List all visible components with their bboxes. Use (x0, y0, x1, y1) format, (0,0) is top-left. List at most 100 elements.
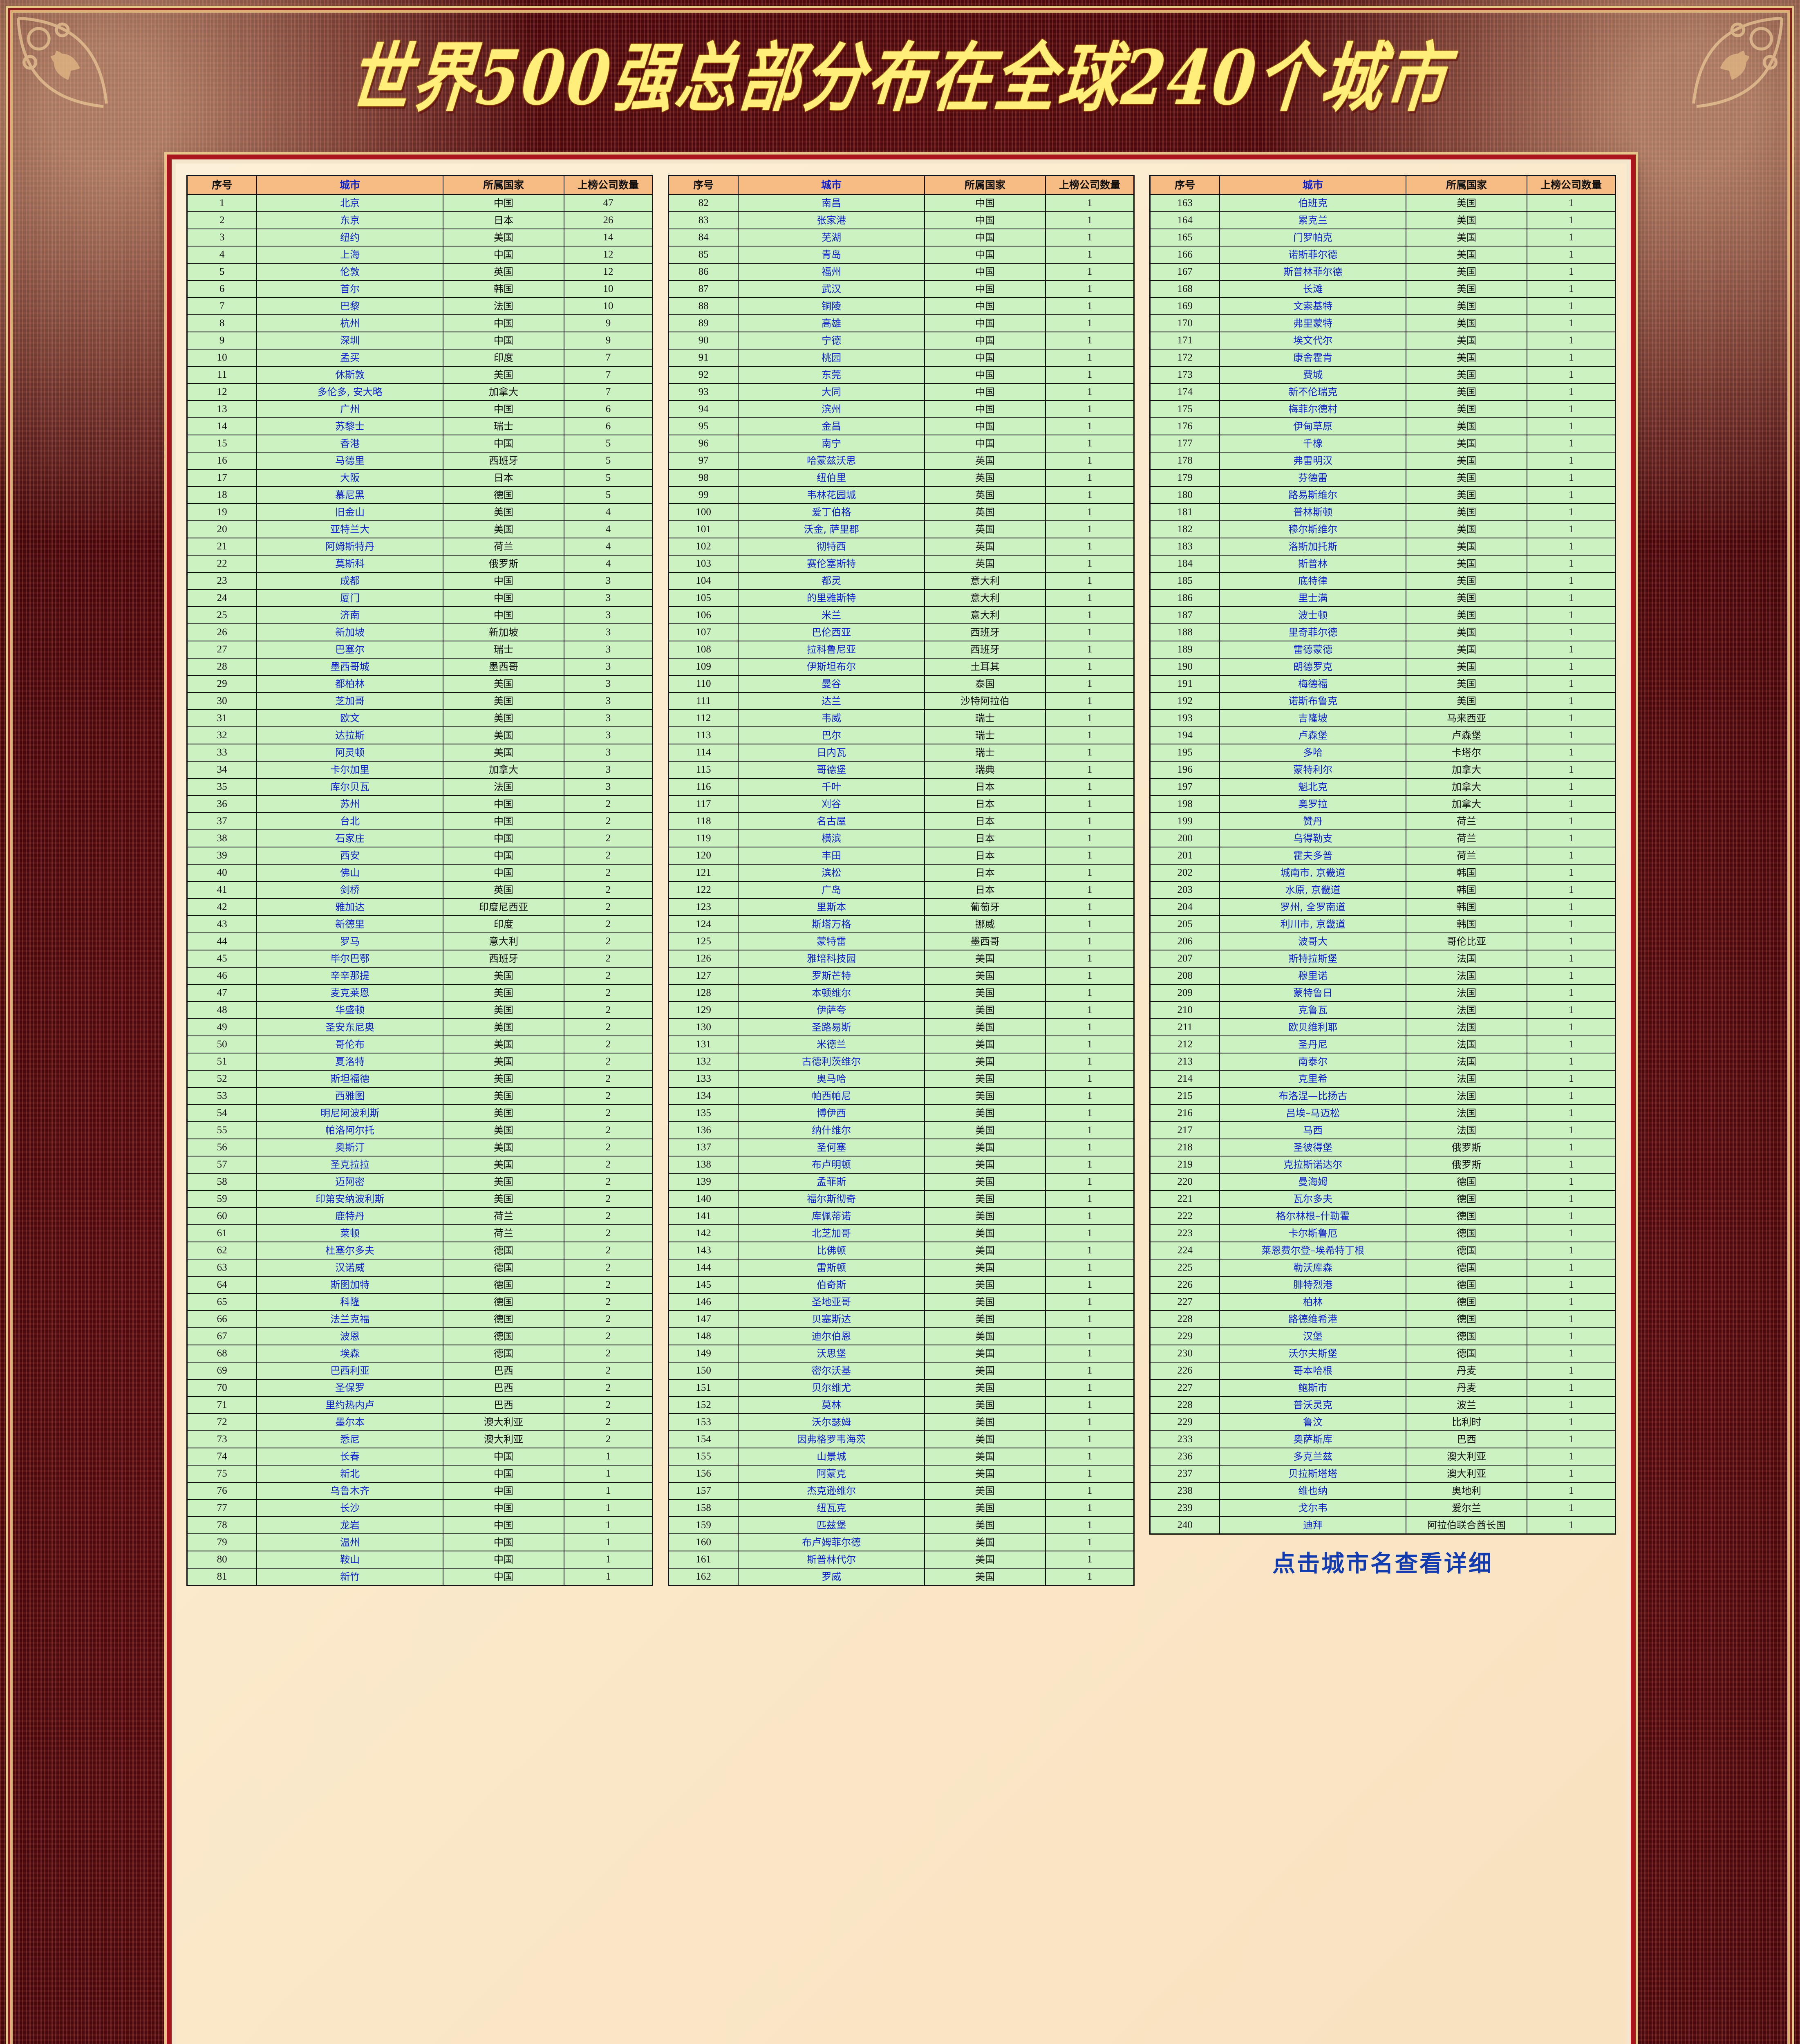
table-row[interactable]: 57 圣克拉拉 美国 2 (186, 1156, 653, 1174)
table-row[interactable]: 111 达兰 沙特阿拉伯 1 (668, 692, 1135, 710)
cell-city[interactable]: 福州 (738, 263, 925, 281)
table-row[interactable]: 168 长滩 美国 1 (1149, 280, 1616, 298)
table-row[interactable]: 115 哥德堡 瑞典 1 (668, 761, 1135, 779)
table-row[interactable]: 17 大阪 日本 5 (186, 469, 653, 487)
cell-city[interactable]: 蒙特利尔 (1219, 761, 1406, 779)
table-row[interactable]: 76 乌鲁木齐 中国 1 (186, 1482, 653, 1500)
cell-city[interactable]: 斯图加特 (256, 1276, 443, 1294)
table-row[interactable]: 225 勒沃库森 德国 1 (1149, 1259, 1616, 1277)
table-row[interactable]: 96 南宁 中国 1 (668, 435, 1135, 453)
table-row[interactable]: 44 罗马 意大利 2 (186, 932, 653, 951)
cell-city[interactable]: 孟菲斯 (738, 1173, 925, 1191)
table-row[interactable]: 6 首尔 韩国 10 (186, 280, 653, 298)
cell-city[interactable]: 大同 (738, 383, 925, 401)
table-row[interactable]: 62 杜塞尔多夫 德国 2 (186, 1242, 653, 1260)
cell-city[interactable]: 张家港 (738, 211, 925, 230)
table-row[interactable]: 176 伊甸草原 美国 1 (1149, 417, 1616, 436)
cell-city[interactable]: 吉隆坡 (1219, 709, 1406, 728)
table-row[interactable]: 211 欧贝维利耶 法国 1 (1149, 1018, 1616, 1037)
cell-city[interactable]: 纽约 (256, 229, 443, 247)
table-row[interactable]: 55 帕洛阿尔托 美国 2 (186, 1121, 653, 1140)
cell-city[interactable]: 阿蒙克 (738, 1465, 925, 1483)
table-row[interactable]: 21 阿姆斯特丹 荷兰 4 (186, 538, 653, 556)
cell-city[interactable]: 卡尔加里 (256, 761, 443, 779)
cell-city[interactable]: 毕尔巴鄂 (256, 950, 443, 968)
table-row[interactable]: 169 文索基特 美国 1 (1149, 297, 1616, 316)
cell-city[interactable]: 斯普林代尔 (738, 1551, 925, 1569)
cell-city[interactable]: 文索基特 (1219, 297, 1406, 316)
table-row[interactable]: 144 雷斯顿 美国 1 (668, 1259, 1135, 1277)
table-row[interactable]: 177 千橡 美国 1 (1149, 435, 1616, 453)
cell-city[interactable]: 长滩 (1219, 280, 1406, 298)
table-row[interactable]: 13 广州 中国 6 (186, 400, 653, 419)
table-row[interactable]: 104 都灵 意大利 1 (668, 572, 1135, 590)
table-row[interactable]: 230 沃尔夫斯堡 德国 1 (1149, 1345, 1616, 1363)
cell-city[interactable]: 罗州, 全罗南道 (1219, 898, 1406, 917)
cell-city[interactable]: 成都 (256, 572, 443, 590)
table-row[interactable]: 163 伯班克 美国 1 (1149, 194, 1616, 213)
cell-city[interactable]: 的里雅斯特 (738, 589, 925, 607)
cell-city[interactable]: 波恩 (256, 1327, 443, 1346)
cell-city[interactable]: 曼海姆 (1219, 1173, 1406, 1191)
cell-city[interactable]: 阿姆斯特丹 (256, 538, 443, 556)
cell-city[interactable]: 苏州 (256, 795, 443, 814)
table-row[interactable]: 226 哥本哈根 丹麦 1 (1149, 1362, 1616, 1380)
table-row[interactable]: 49 圣安东尼奥 美国 2 (186, 1018, 653, 1037)
cell-city[interactable]: 马德里 (256, 452, 443, 470)
cell-city[interactable]: 里士满 (1219, 589, 1406, 607)
cell-city[interactable]: 欧贝维利耶 (1219, 1018, 1406, 1037)
cell-city[interactable]: 克鲁瓦 (1219, 1001, 1406, 1020)
table-row[interactable]: 126 雅培科技园 美国 1 (668, 950, 1135, 968)
cell-city[interactable]: 沃思堡 (738, 1345, 925, 1363)
cell-city[interactable]: 蒙特雷 (738, 932, 925, 951)
table-row[interactable]: 228 普沃灵克 波兰 1 (1149, 1396, 1616, 1414)
cell-city[interactable]: 米兰 (738, 606, 925, 625)
table-row[interactable]: 80 鞍山 中国 1 (186, 1551, 653, 1569)
cell-city[interactable]: 洛斯加托斯 (1219, 538, 1406, 556)
table-row[interactable]: 216 吕埃–马迈松 法国 1 (1149, 1104, 1616, 1123)
table-row[interactable]: 171 埃文代尔 美国 1 (1149, 332, 1616, 350)
cell-city[interactable]: 达兰 (738, 692, 925, 710)
cell-city[interactable]: 墨西哥城 (256, 658, 443, 676)
table-row[interactable]: 123 里斯本 葡萄牙 1 (668, 898, 1135, 917)
table-row[interactable]: 202 城南市, 京畿道 韩国 1 (1149, 864, 1616, 882)
table-row[interactable]: 75 新北 中国 1 (186, 1465, 653, 1483)
table-row[interactable]: 74 长春 中国 1 (186, 1448, 653, 1466)
table-row[interactable]: 130 圣路易斯 美国 1 (668, 1018, 1135, 1037)
table-row[interactable]: 11 休斯敦 美国 7 (186, 366, 653, 384)
cell-city[interactable]: 都灵 (738, 572, 925, 590)
table-row[interactable]: 22 莫斯科 俄罗斯 4 (186, 555, 653, 573)
cell-city[interactable]: 哥德堡 (738, 761, 925, 779)
table-row[interactable]: 107 巴伦西亚 西班牙 1 (668, 623, 1135, 642)
cell-city[interactable]: 厦门 (256, 589, 443, 607)
table-row[interactable]: 68 埃森 德国 2 (186, 1345, 653, 1363)
table-row[interactable]: 120 丰田 日本 1 (668, 847, 1135, 865)
cell-city[interactable]: 科隆 (256, 1293, 443, 1311)
cell-city[interactable]: 新德里 (256, 915, 443, 934)
table-row[interactable]: 99 韦林花园城 英国 1 (668, 486, 1135, 504)
cell-city[interactable]: 卢森堡 (1219, 726, 1406, 745)
cell-city[interactable]: 斯塔万格 (738, 915, 925, 934)
table-row[interactable]: 162 罗威 美国 1 (668, 1568, 1135, 1586)
table-row[interactable]: 122 广岛 日本 1 (668, 881, 1135, 899)
cell-city[interactable]: 纳什维尔 (738, 1121, 925, 1140)
cell-city[interactable]: 穆尔斯维尔 (1219, 520, 1406, 539)
table-row[interactable]: 19 旧金山 美国 4 (186, 503, 653, 522)
cell-city[interactable]: 莫斯科 (256, 555, 443, 573)
table-row[interactable]: 92 东莞 中国 1 (668, 366, 1135, 384)
cell-city[interactable]: 费城 (1219, 366, 1406, 384)
cell-city[interactable]: 梅德福 (1219, 675, 1406, 693)
cell-city[interactable]: 芝加哥 (256, 692, 443, 710)
table-row[interactable]: 196 蒙特利尔 加拿大 1 (1149, 761, 1616, 779)
cell-city[interactable]: 雷斯顿 (738, 1259, 925, 1277)
cell-city[interactable]: 慕尼黑 (256, 486, 443, 504)
cell-city[interactable]: 霍夫多普 (1219, 847, 1406, 865)
table-row[interactable]: 1 北京 中国 47 (186, 194, 653, 213)
cell-city[interactable]: 克拉斯诺达尔 (1219, 1156, 1406, 1174)
cell-city[interactable]: 莫林 (738, 1396, 925, 1414)
cell-city[interactable]: 克里希 (1219, 1070, 1406, 1088)
cell-city[interactable]: 北京 (256, 194, 443, 213)
cell-city[interactable]: 西安 (256, 847, 443, 865)
cell-city[interactable]: 古德利茨维尔 (738, 1053, 925, 1071)
cell-city[interactable]: 鹿特丹 (256, 1207, 443, 1226)
